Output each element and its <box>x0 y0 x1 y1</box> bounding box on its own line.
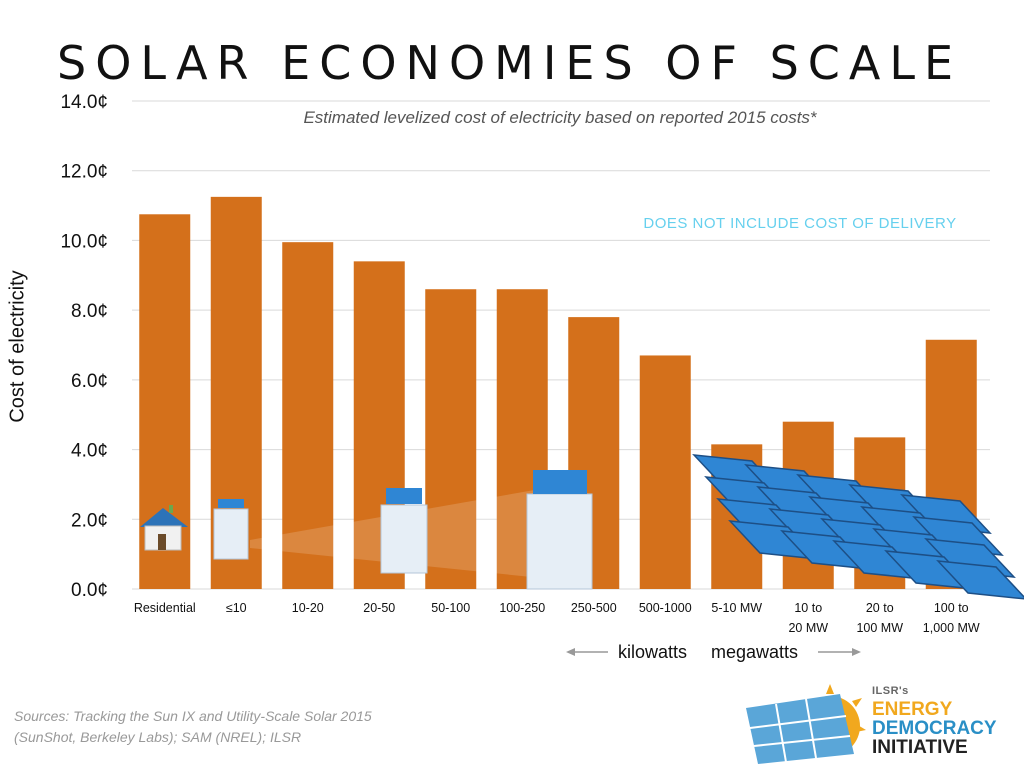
illustrations <box>140 454 1024 600</box>
x-tick-label: 500-1000 <box>639 601 692 615</box>
y-tick-label: 10.0¢ <box>60 231 108 252</box>
units-kilowatts: kilowatts <box>618 642 687 662</box>
logo-line-3: INITIATIVE <box>872 737 968 758</box>
sources-note: Sources: Tracking the Sun IX and Utility… <box>14 706 372 748</box>
y-tick-labels: 0.0¢ 2.0¢ 4.0¢ 6.0¢ 8.0¢ 10.0¢ 12.0¢ 14.0¢ <box>60 92 108 601</box>
small-building-icon <box>213 499 249 560</box>
x-tick-label: 100-250 <box>499 601 545 615</box>
x-tick-label: 1,000 MW <box>923 621 980 635</box>
x-tick-label: 20-50 <box>363 601 395 615</box>
bar <box>639 355 691 589</box>
delivery-note: DOES NOT INCLUDE COST OF DELIVERY <box>643 215 957 232</box>
y-tick-label: 8.0¢ <box>71 301 108 322</box>
units-megawatts: megawatts <box>711 642 798 662</box>
x-tick-label: 5-10 MW <box>711 601 762 615</box>
y-tick-label: 14.0¢ <box>60 92 108 113</box>
x-tick-label: 10 to <box>794 601 822 615</box>
x-tick-labels: Residential ≤10 10-20 20-50 50-100 100-250 250… <box>134 601 980 635</box>
x-tick-label: 100 MW <box>856 621 903 635</box>
page-title: SOLAR ECONOMIES OF SCALE <box>57 36 963 90</box>
x-tick-label: 50-100 <box>431 601 470 615</box>
logo-line-1: ENERGY <box>872 699 953 720</box>
logo-small-text: ILSR's <box>872 685 909 697</box>
x-tick-label: ≤10 <box>226 601 247 615</box>
solar-panel <box>936 560 1024 600</box>
x-tick-label: 100 to <box>934 601 969 615</box>
x-tick-label: 10-20 <box>292 601 324 615</box>
y-tick-label: 6.0¢ <box>71 371 108 392</box>
x-tick-label: 20 MW <box>788 621 828 635</box>
bar <box>282 242 334 589</box>
bar-chart: 0.0¢ 2.0¢ 4.0¢ 6.0¢ 8.0¢ 10.0¢ 12.0¢ 14.0¢ Resi… <box>60 92 1024 635</box>
x-tick-label: Residential <box>134 601 196 615</box>
x-tick-label: 20 to <box>866 601 894 615</box>
house-icon <box>140 505 188 551</box>
source-line: Sources: Tracking the Sun IX and Utility… <box>14 708 372 724</box>
logo-line-2: DEMOCRACY <box>872 718 997 739</box>
solar-farm-icon <box>692 454 1024 600</box>
y-tick-label: 2.0¢ <box>71 510 108 531</box>
y-tick-label: 4.0¢ <box>71 441 108 462</box>
large-building-icon <box>526 470 593 590</box>
medium-building-icon <box>380 488 428 574</box>
x-tick-label: 250-500 <box>571 601 617 615</box>
y-tick-label: 0.0¢ <box>71 580 108 601</box>
chart-subtitle: Estimated levelized cost of electricity … <box>303 108 817 127</box>
bar <box>425 289 477 589</box>
source-line: (SunShot, Berkeley Labs); SAM (NREL); IL… <box>14 729 302 745</box>
logo-icon <box>746 684 866 764</box>
right-arrow-icon <box>818 648 861 656</box>
logo-text: ILSR's ENERGY DEMOCRACY INITIATIVE <box>872 685 997 758</box>
y-tick-label: 12.0¢ <box>60 162 108 183</box>
left-arrow-icon <box>566 648 608 656</box>
